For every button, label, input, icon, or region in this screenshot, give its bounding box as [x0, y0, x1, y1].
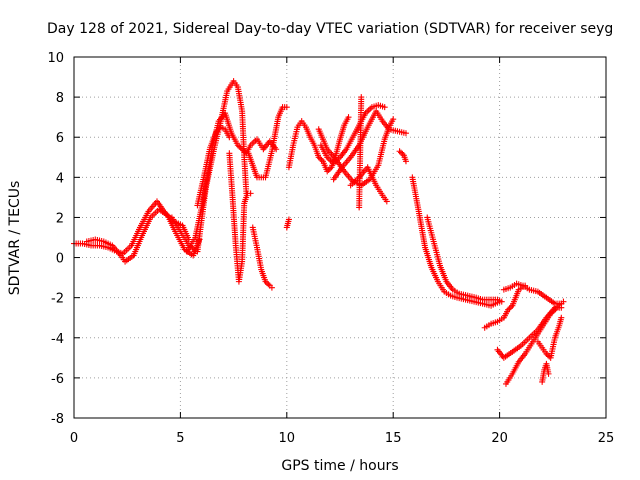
data-point	[263, 279, 270, 286]
series-t10	[285, 114, 352, 175]
x-tick-labels: 0 5 10 15 20 25	[70, 431, 614, 446]
data-points	[71, 78, 567, 387]
series-t7	[249, 224, 275, 291]
series-t5	[194, 124, 233, 209]
data-point	[213, 128, 220, 135]
data-point	[558, 314, 565, 321]
data-point	[285, 216, 292, 223]
data-point	[315, 154, 322, 161]
data-point	[325, 166, 332, 173]
data-point	[268, 284, 275, 291]
series-t17	[409, 174, 503, 309]
data-point	[236, 143, 243, 150]
x-axis-title: GPS time / hours	[281, 458, 398, 474]
data-point	[402, 158, 409, 165]
series-t20	[500, 280, 567, 307]
x-tick-label: 5	[176, 431, 184, 446]
series-t16	[396, 148, 409, 165]
y-tick-label: 4	[56, 171, 64, 186]
data-point	[399, 150, 406, 157]
y-tick-label: 10	[47, 51, 64, 66]
data-point	[358, 94, 365, 101]
data-point	[398, 149, 405, 156]
y-tick-label: 6	[56, 131, 64, 146]
data-point	[390, 116, 397, 123]
y-tick-label: 2	[56, 211, 64, 226]
series-t2	[83, 206, 203, 265]
chart-title: Day 128 of 2021, Sidereal Day-to-day VTE…	[47, 21, 613, 37]
y-tick-label: -6	[51, 372, 64, 387]
series-t22	[502, 304, 565, 387]
data-point	[327, 165, 334, 172]
data-point	[324, 168, 331, 175]
data-point	[283, 104, 290, 111]
series-t19	[481, 282, 529, 331]
series-t24	[539, 360, 552, 385]
series-t18	[424, 214, 505, 305]
data-point	[214, 126, 221, 133]
y-tick-label: 0	[56, 252, 64, 267]
data-point	[318, 156, 325, 163]
plot-frame	[73, 56, 607, 419]
data-point	[381, 104, 388, 111]
y-tick-label: -2	[51, 292, 64, 307]
series-t15	[356, 94, 365, 211]
data-point	[498, 298, 505, 305]
series-t14	[347, 164, 390, 205]
data-point	[237, 144, 244, 151]
data-point	[226, 134, 233, 141]
x-tick-label: 10	[279, 431, 296, 446]
data-point	[396, 148, 403, 155]
axis-ticks	[73, 56, 607, 419]
data-point	[317, 155, 324, 162]
data-point	[265, 281, 272, 288]
data-point	[507, 304, 514, 311]
y-tick-label: 8	[56, 91, 64, 106]
data-point	[505, 306, 512, 313]
series-t8	[245, 104, 290, 181]
data-point	[247, 190, 254, 197]
series-t9	[283, 216, 292, 231]
x-tick-label: 20	[491, 431, 508, 446]
data-point	[239, 146, 246, 153]
x-tick-label: 25	[598, 431, 615, 446]
data-point	[240, 147, 247, 154]
x-tick-label: 0	[70, 431, 78, 446]
data-point	[402, 130, 409, 137]
series-t23	[534, 314, 565, 361]
data-point	[234, 142, 241, 149]
y-tick-label: -4	[51, 332, 64, 347]
series-t6	[226, 150, 254, 285]
data-point	[506, 305, 513, 312]
grid-lines	[74, 57, 606, 418]
data-point	[383, 198, 390, 205]
data-point	[345, 114, 352, 121]
data-point	[558, 304, 565, 311]
data-point	[262, 278, 269, 285]
y-tick-label: -8	[51, 412, 64, 427]
x-tick-label: 15	[385, 431, 402, 446]
y-tick-labels: -8 -6 -4 -2 0 2 4 6 8 10	[47, 51, 64, 427]
data-point	[543, 350, 550, 357]
y-axis-title: SDTVAR / TECUs	[7, 181, 23, 296]
data-point	[545, 370, 552, 377]
